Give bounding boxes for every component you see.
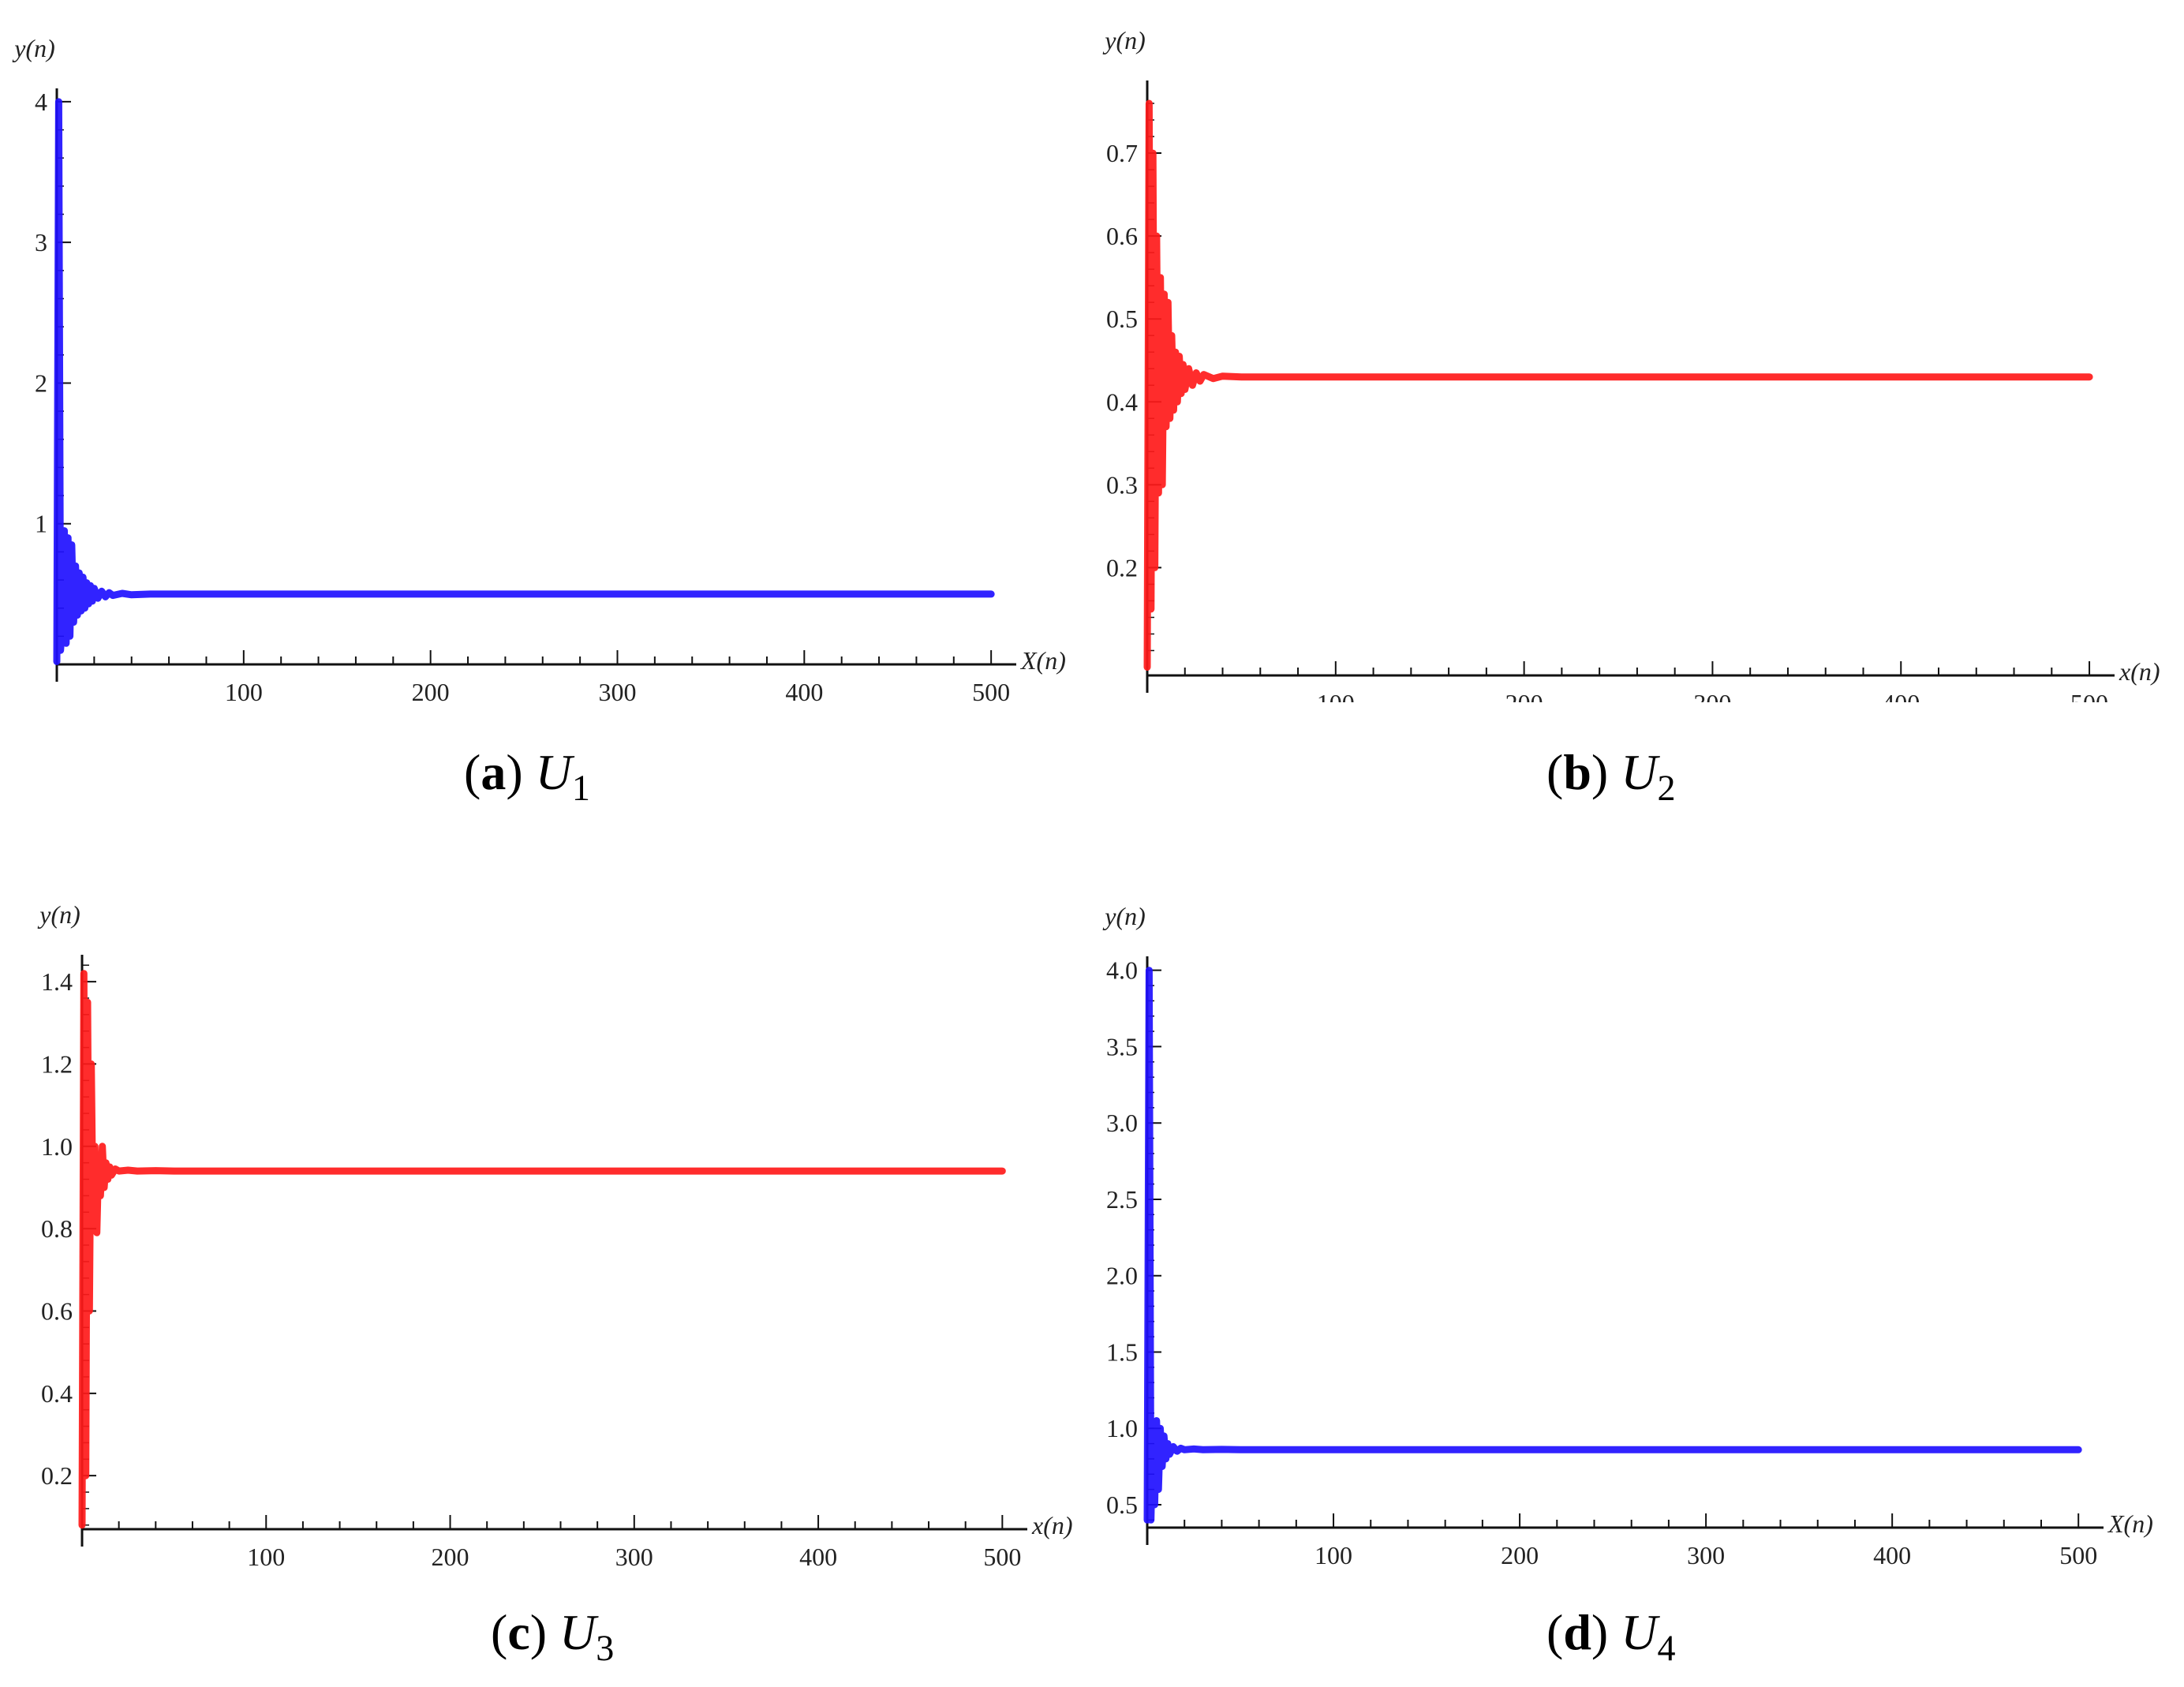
caption-c: (c) U3 [491,1604,615,1668]
chart-a: 100 200 300 400 500 1 2 3 4 y(n) X(n) [12,34,1066,706]
caption-d-subscript: 4 [1657,1627,1676,1668]
chart-d-x-tick-label: 200 [1501,1541,1539,1569]
chart-panel-b: 100 200 300 400 500 0.2 0.3 0.4 0.5 0.6 0.7 y(n) x(n… [1092,0,2184,717]
chart-b: 100 200 300 400 500 0.2 0.3 0.4 0.5 0.6 0.7 y(n) x(n… [1102,26,2160,717]
caption-b-symbol: U [1621,744,1658,800]
chart-b-y-axis-label: y(n) [1102,26,1146,54]
chart-c-y-tick-label: 0.2 [41,1461,73,1490]
chart-panel-c: 100 200 300 400 500 0.2 0.4 0.6 0.8 1.0 1.2 1.4 y(n)… [0,860,1092,1571]
chart-b-y-tick-label: 0.2 [1106,553,1138,582]
chart-d-y-tick-label: 0.5 [1106,1491,1138,1519]
caption-c-label: c [507,1604,530,1660]
caption-a-subscript: 1 [571,767,590,808]
chart-panel-d: 100 200 300 400 500 0.5 1.0 1.5 2.0 2.5 3.0 3.5 4.0 y… [1092,860,2184,1570]
caption-d-symbol: U [1621,1604,1658,1660]
chart-a-y-tick-label: 1 [35,510,47,538]
chart-d-y-tick-label: 1.5 [1106,1337,1138,1366]
chart-d-x-tick-label: 500 [2059,1541,2097,1569]
chart-b-y-tick-label: 0.5 [1106,305,1138,333]
chart-d-y-tick-label: 4.0 [1106,956,1138,985]
chart-a-y-axis-label: y(n) [12,34,55,62]
chart-a-series-line [53,98,995,665]
chart-b-y-tick-label: 0.4 [1106,387,1138,416]
chart-d-y-tick-label: 3.5 [1106,1032,1138,1060]
chart-c-y-tick-label: 1.4 [41,967,73,996]
chart-c-y-tick-label: 0.6 [41,1296,73,1325]
chart-a-x-tick-label: 200 [412,678,450,702]
chart-a-x-tick-label: 400 [785,678,823,702]
chart-b-x-tick-label: 300 [1693,689,1731,702]
chart-d-y-tick-label: 3.0 [1106,1109,1138,1137]
chart-d-x-tick-label: 100 [1315,1541,1352,1569]
chart-b-x-axis-label: x(n) [2119,657,2160,686]
chart-d-y-tick-label: 1.0 [1106,1414,1138,1442]
chart-d-y-tick-label: 2.5 [1106,1185,1138,1214]
caption-a: (a) U1 [464,744,590,808]
caption-b-subscript: 2 [1657,767,1676,808]
chart-c-x-tick-label: 300 [615,1543,653,1570]
chart-c-y-axis-label: y(n) [37,900,80,929]
chart-a-x-axis-label: X(n) [1019,646,1066,675]
chart-a-x-tick-label: 300 [598,678,636,702]
chart-d: 100 200 300 400 500 0.5 1.0 1.5 2.0 2.5 3.0 3.5 4.0 y… [1102,902,2153,1569]
chart-c-series-line [78,970,1006,1529]
chart-c-y-tick-label: 1.2 [41,1049,73,1078]
chart-d-x-tick-label: 300 [1687,1541,1725,1569]
caption-a-symbol: U [535,744,572,800]
chart-c-y-tick-label: 1.0 [41,1132,73,1161]
caption-b: (b) U2 [1546,744,1676,808]
chart-b-y-tick-label: 0.6 [1106,222,1138,250]
chart-c-x-tick-label: 500 [983,1543,1021,1570]
chart-d-x-tick-label: 400 [1873,1541,1911,1569]
chart-c-y-tick-label: 0.4 [41,1379,73,1408]
chart-b-x-tick-label: 400 [1882,689,1920,702]
chart-c-x-tick-label: 400 [799,1543,837,1570]
chart-d-x-axis-label: X(n) [2107,1509,2153,1538]
chart-c-y-tick-label: 0.8 [41,1214,73,1243]
caption-c-symbol: U [559,1604,596,1660]
chart-a-y-tick-label: 2 [35,368,47,397]
chart-d-series-line [1143,967,2082,1524]
chart-a-y-tick-label: 4 [35,88,47,116]
chart-c-x-tick-label: 200 [432,1543,469,1570]
chart-c: 100 200 300 400 500 0.2 0.4 0.6 0.8 1.0 1.2 1.4 y(n)… [37,900,1073,1571]
chart-b-x-tick-label: 500 [2070,689,2108,702]
chart-c-x-axis-label: x(n) [1031,1511,1073,1539]
chart-b-y-tick-label: 0.7 [1106,139,1138,167]
chart-a-x-tick-label: 100 [225,678,263,702]
caption-c-subscript: 3 [596,1627,615,1668]
chart-a-x-tick-label: 500 [972,678,1010,702]
chart-b-x-tick-label: 100 [1317,689,1355,702]
chart-d-y-axis-label: y(n) [1102,902,1146,930]
chart-b-x-tick-label: 200 [1505,689,1543,702]
chart-b-series-line [1143,99,2093,671]
chart-c-x-tick-label: 100 [247,1543,285,1570]
chart-d-y-tick-label: 2.0 [1106,1262,1138,1290]
caption-d-label: d [1563,1604,1591,1660]
caption-b-label: b [1563,744,1591,800]
caption-d: (d) U4 [1546,1604,1676,1668]
chart-a-y-tick-label: 3 [35,228,47,256]
chart-panel-a: 100 200 300 400 500 1 2 3 4 y(n) X(n) [0,0,1092,706]
caption-a-label: a [481,744,507,800]
chart-b-y-tick-label: 0.3 [1106,470,1138,499]
